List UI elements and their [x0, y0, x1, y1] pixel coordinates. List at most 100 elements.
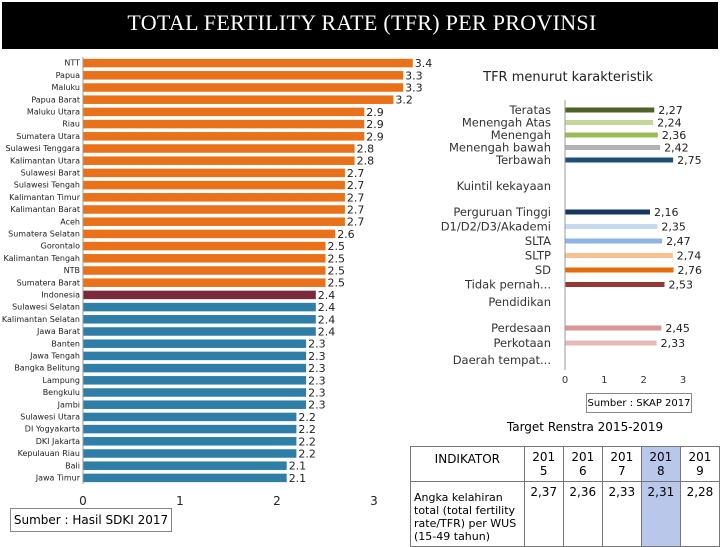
- category-label: Perdesaan: [491, 321, 551, 335]
- bar: [83, 376, 307, 385]
- category-label: Maluku Utara: [27, 108, 80, 117]
- bar: [565, 120, 654, 125]
- bar: [83, 327, 316, 336]
- category-label: Indonesia: [41, 291, 80, 300]
- category-label: Kalimantan Barat: [10, 205, 80, 214]
- category-label: Sumatera Utara: [16, 132, 80, 141]
- year-line2: 9: [696, 464, 704, 478]
- value-label: 2.1: [289, 460, 307, 473]
- value-label: 2,74: [677, 250, 702, 263]
- year-line2: 7: [618, 464, 626, 478]
- value-label: 2,24: [657, 117, 682, 130]
- value-label: 2,45: [665, 322, 690, 335]
- province-tfr-chart: NTT 3.4 Papua 3.3 Maluku 3.3 Papua Barat 3.2 Mal…: [2, 57, 432, 508]
- bar: [83, 229, 336, 239]
- year-line1: 201: [571, 450, 595, 464]
- value-label: 2,47: [666, 235, 691, 248]
- category-label: Perkotaan: [493, 336, 551, 350]
- target-value: 2,28: [679, 481, 720, 547]
- group-heading: Kuintil kekayaan: [457, 179, 551, 193]
- year-line1: 201: [649, 450, 673, 464]
- renstra-header-row: INDIKATOR 201 5 201 6 201 7 201 8 201 9: [410, 446, 720, 482]
- year-line1: 201: [688, 450, 712, 464]
- category-label: Kalimantan Timur: [9, 193, 81, 202]
- value-label: 2.4: [318, 313, 336, 326]
- value-label: 2.8: [357, 143, 375, 156]
- category-label: Aceh: [60, 217, 80, 226]
- bar: [83, 132, 365, 141]
- x-tick-label: 0: [562, 375, 568, 386]
- category-label: Kalimantan Tengah: [4, 254, 80, 263]
- value-label: 2.7: [347, 191, 365, 204]
- bar: [83, 180, 345, 190]
- value-label: 2,36: [662, 129, 687, 142]
- value-label: 3.2: [395, 94, 413, 107]
- value-label: 2.9: [366, 130, 384, 143]
- source-right: Sumber : SKAP 2017: [586, 393, 692, 413]
- bar: [565, 325, 662, 331]
- category-label: Sulawesi Utara: [20, 413, 80, 422]
- category-label: Jawa Barat: [36, 327, 80, 336]
- bar: [565, 267, 674, 273]
- bar: [83, 449, 297, 458]
- value-label: 2.8: [357, 155, 375, 168]
- target-value: 2,36: [562, 481, 603, 547]
- x-tick-label: 3: [680, 375, 686, 386]
- bar: [565, 209, 650, 215]
- bar: [83, 205, 345, 214]
- year-line1: 201: [532, 450, 556, 464]
- category-label: Kalimantan Selatan: [2, 315, 80, 324]
- value-label: 2.2: [298, 435, 316, 448]
- value-label: 2,53: [669, 279, 694, 292]
- renstra-title: Target Renstra 2015-2019: [506, 420, 664, 434]
- value-label: 2.4: [318, 289, 336, 302]
- bar: [565, 132, 658, 138]
- bar: [83, 461, 287, 470]
- category-label: Banten: [51, 339, 80, 348]
- value-label: 2.5: [328, 265, 346, 278]
- bar: [83, 412, 297, 422]
- bar: [83, 144, 355, 153]
- value-label: 2.3: [308, 387, 326, 400]
- value-label: 2.9: [366, 106, 384, 119]
- year-cell-2015: 201 5: [523, 446, 564, 482]
- bar: [565, 107, 655, 113]
- bar: [565, 157, 674, 163]
- bar: [83, 119, 365, 129]
- value-label: 2.7: [347, 179, 365, 192]
- bar: [83, 339, 307, 348]
- page-title: TOTAL FERTILITY RATE (TFR) PER PROVINSI: [127, 10, 597, 35]
- bar: [83, 363, 307, 373]
- bar: [565, 238, 663, 244]
- category-label: Jawa Tengah: [29, 352, 80, 361]
- value-label: 2,76: [678, 264, 703, 277]
- x-tick-label: 1: [176, 494, 184, 508]
- category-label: NTT: [64, 59, 80, 68]
- value-label: 2.3: [308, 350, 326, 363]
- year-cell-2019: 201 9: [679, 446, 720, 482]
- value-label: 2.5: [328, 240, 346, 253]
- right-chart-title: TFR menurut karakteristik: [482, 70, 653, 85]
- year-cell-2017: 201 7: [601, 446, 642, 482]
- value-label: 2,35: [661, 221, 686, 234]
- category-label: Kalimantan Utara: [10, 156, 80, 165]
- target-value: 2,31: [640, 481, 681, 547]
- category-label: Jawa Timur: [35, 474, 81, 483]
- category-label: Perguruan Tinggi: [453, 205, 551, 219]
- year-cell-2018: 201 8: [640, 446, 681, 482]
- category-label: Sumatera Barat: [17, 278, 80, 287]
- value-label: 2.2: [298, 411, 316, 424]
- group-heading: Daerah tempat...: [453, 353, 551, 367]
- value-label: 2.9: [366, 118, 384, 131]
- bar: [83, 473, 287, 483]
- bar: [83, 107, 365, 117]
- category-label: Sumatera Selatan: [8, 230, 80, 239]
- x-tick-label: 2: [640, 375, 646, 386]
- category-label: Teratas: [509, 103, 551, 117]
- target-value: 2,37: [523, 481, 564, 547]
- category-label: Bengkulu: [43, 388, 80, 397]
- value-label: 3.3: [405, 82, 423, 95]
- category-label: Sulawesi Tengah: [14, 181, 80, 190]
- bar: [83, 315, 316, 324]
- category-label: Jambi: [57, 400, 80, 409]
